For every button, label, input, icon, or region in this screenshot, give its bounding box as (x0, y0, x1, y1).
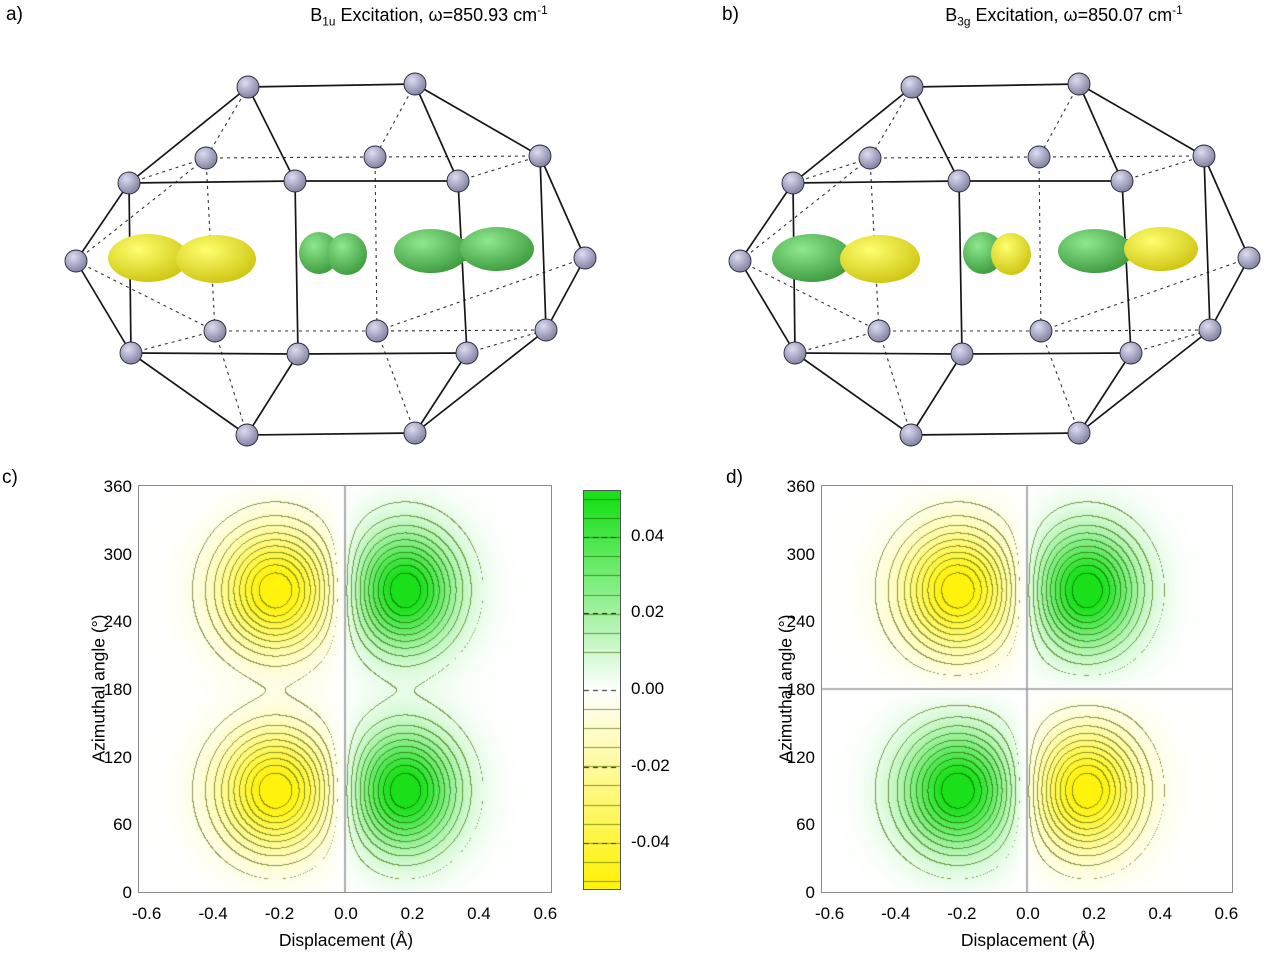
panel-d-label: d) (726, 467, 743, 488)
x-tick-label: -0.6 (814, 904, 845, 923)
back-bonds (75, 83, 586, 436)
contour-panel-c: c) Azimuthal angle (°) Displacement (Å) … (0, 466, 680, 966)
y-tick-label: 120 (103, 747, 132, 767)
panel-c-label: c) (2, 467, 18, 488)
title-b-base: B (945, 5, 958, 25)
panel-b-label: b) (722, 4, 739, 25)
panel-a-label: a) (6, 4, 23, 25)
title-a-text: Excitation, ω=850.93 cm (335, 5, 538, 25)
panel-d-x-axis-label: Displacement (Å) (960, 930, 1096, 950)
title-b-subscript: 3g (957, 14, 971, 29)
y-tick-label: 120 (786, 747, 815, 767)
y-tick-label: 360 (786, 477, 815, 496)
x-tick-label: 0.6 (1214, 904, 1239, 923)
atoms (64, 72, 597, 447)
title-a-superscript: -1 (537, 3, 548, 17)
x-tick-label: 0.0 (1016, 904, 1040, 923)
x-tick-label: 0.6 (533, 904, 558, 923)
x-tick-label: 0.2 (400, 904, 425, 923)
colorbar-gradient (584, 491, 620, 889)
contour-plot-d (822, 486, 1232, 892)
front-bonds (75, 83, 586, 436)
y-tick-label: 300 (103, 544, 132, 564)
y-tick-label: 60 (113, 815, 132, 835)
y-tick-label: 60 (796, 815, 815, 835)
x-tick-label: -0.4 (198, 904, 228, 923)
orbital-lobes (772, 227, 1198, 283)
colorbar-tick-label: -0.02 (631, 755, 670, 775)
y-tick-label: 240 (103, 612, 132, 632)
colorbar: 0.04 0.02 0.00 -0.02 -0.04 (583, 466, 683, 926)
x-tick-label: -0.6 (131, 904, 162, 923)
y-tick-label: 180 (786, 680, 815, 699)
title-b-superscript: -1 (1172, 3, 1183, 17)
contour-panel-d: d) Azimuthal angle (°) Displacement (Å) … (683, 466, 1280, 966)
title-b-text: Excitation, ω=850.07 cm (970, 5, 1173, 25)
orbital-lobes (108, 227, 534, 283)
title-a-subscript: 1u (322, 14, 336, 29)
molecule-diagram-b (728, 72, 1261, 447)
colorbar-tick-label: 0.00 (631, 679, 665, 698)
molecule-diagram-a (64, 72, 597, 447)
atoms (728, 72, 1261, 447)
panel-a-title: B1u Excitation, ω=850.93 cm-1 (169, 3, 689, 29)
x-tick-label: 0.4 (1148, 904, 1173, 923)
y-tick-label: 0 (122, 883, 132, 902)
y-tick-label: 360 (103, 477, 132, 496)
y-tick-label: 240 (786, 612, 815, 632)
x-tick-label: 0.2 (1082, 904, 1106, 923)
x-tick-label: -0.2 (947, 904, 977, 923)
y-tick-label: 180 (103, 680, 132, 699)
colorbar-tick-label: 0.02 (631, 602, 665, 622)
panel-b-title: B3g Excitation, ω=850.07 cm-1 (804, 3, 1280, 29)
y-tick-label: 0 (805, 883, 815, 902)
contour-plot-c (139, 486, 551, 892)
colorbar-tick-label: 0.04 (631, 525, 665, 545)
panel-c-x-axis-label: Displacement (Å) (278, 930, 414, 950)
x-tick-label: -0.2 (264, 904, 295, 923)
title-a-base: B (310, 5, 323, 25)
x-tick-label: -0.4 (881, 904, 911, 923)
front-bonds (739, 83, 1250, 436)
x-tick-label: 0.0 (334, 904, 358, 923)
y-tick-label: 300 (786, 544, 815, 564)
colorbar-tick-label: -0.04 (631, 832, 670, 852)
x-tick-label: 0.4 (467, 904, 491, 923)
